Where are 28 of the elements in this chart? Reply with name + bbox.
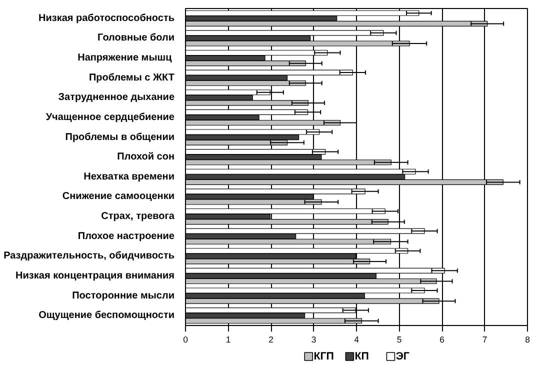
y-tick-label: Снижение самооценки <box>62 191 175 202</box>
x-tick-label: 2 <box>268 334 274 344</box>
y-tick-label: Проблемы в общении <box>65 132 175 143</box>
y-tick-label: Головные боли <box>98 32 175 44</box>
legend-label: КП <box>354 350 369 362</box>
y-tick-label: Плохое настроение <box>78 230 175 242</box>
y-tick-label: Раздражительность, обидчивость <box>4 250 175 262</box>
x-tick-label: 5 <box>396 334 402 344</box>
y-tick-label: Низкая работоспособность <box>38 12 174 24</box>
legend-label: КГП <box>314 350 334 362</box>
x-tick-label: 1 <box>226 334 231 344</box>
x-tick-label: 8 <box>525 334 530 344</box>
x-tick-label: 7 <box>482 334 488 344</box>
y-tick-label: Плохой сон <box>117 152 175 163</box>
y-tick-label: Страх, тревога <box>101 211 175 222</box>
y-tick-label: Затрудненное дыхание <box>58 92 175 104</box>
y-tick-label: Учащенное сердцебиение <box>46 112 175 123</box>
y-tick-label: Посторонние мысли <box>72 290 175 302</box>
x-tick-label: 3 <box>311 334 316 344</box>
legend-label: ЭГ <box>396 350 410 362</box>
x-tick-label: 0 <box>183 334 188 344</box>
x-tick-label: 6 <box>440 334 445 344</box>
y-tick-label: Проблемы с ЖКТ <box>88 72 175 84</box>
x-tick-label: 4 <box>354 334 360 344</box>
y-tick-label: Нехватка времени <box>84 171 175 182</box>
y-tick-label: Ощущение беспомощности <box>38 310 175 322</box>
y-tick-label: Напряжение мышц <box>78 52 173 64</box>
y-tick-label: Низкая концентрация внимания <box>16 270 175 282</box>
